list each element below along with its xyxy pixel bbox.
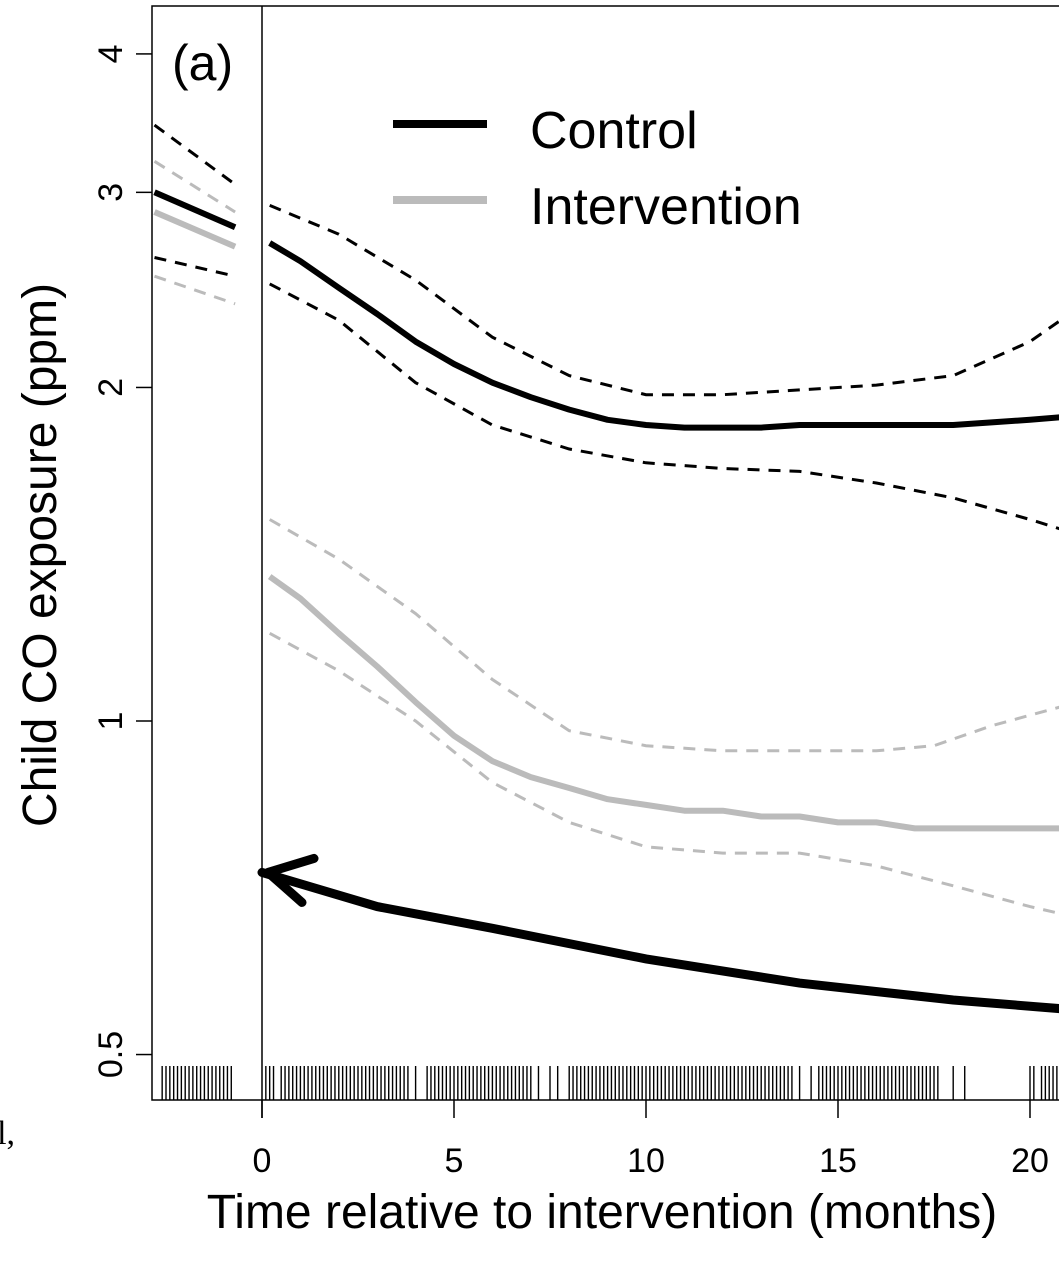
- intervention-pre-ci-upper-line: [153, 160, 236, 214]
- x-axis: 0 5 10 15 20: [253, 1100, 1049, 1180]
- panel-label: (a): [172, 35, 233, 91]
- legend-label-intervention: Intervention: [530, 178, 802, 236]
- legend-label-control: Control: [530, 102, 698, 160]
- y-axis-title: Child CO exposure (ppm): [14, 283, 67, 827]
- intervention-ci-upper-line: [268, 518, 1059, 753]
- x-axis-title: Time relative to intervention (months): [207, 1186, 998, 1239]
- control-ci-upper-line: [269, 204, 1059, 397]
- plot-frame: [151, 5, 1059, 1101]
- intervention-pre-line: [153, 209, 237, 250]
- legend: Control Intervention: [393, 102, 802, 236]
- y-axis: 0.5 1 2 3 4: [92, 44, 152, 1078]
- side-text-fragment: al,: [0, 1115, 15, 1152]
- annotation-arrow: [257, 853, 1059, 1014]
- y-tick-label-3: 3: [92, 183, 130, 202]
- control-ci-lower-line: [269, 282, 1059, 531]
- x-tick-label-0: 0: [253, 1142, 272, 1180]
- control-post-line: [268, 240, 1059, 431]
- y-tick-label-1: 1: [92, 712, 130, 731]
- intervention-post-line: [267, 574, 1059, 832]
- y-tick-label-4: 4: [92, 44, 130, 63]
- control-pre-line: [153, 189, 237, 231]
- control-pre-ci-upper-line: [153, 123, 236, 186]
- x-tick-label-20: 20: [1011, 1142, 1049, 1180]
- intervention-ci-lower-line: [268, 631, 1059, 915]
- y-tick-label-2: 2: [92, 378, 130, 397]
- annotation-arrow-shaft: [257, 867, 1059, 1014]
- intervention-pre-ci-lower-line: [154, 274, 236, 306]
- x-tick-label-10: 10: [627, 1142, 665, 1180]
- series-layer: [153, 123, 1059, 915]
- annotation-arrow-head: [263, 853, 319, 907]
- rug-plot: [161, 1066, 1058, 1100]
- y-tick-label-0.5: 0.5: [92, 1031, 130, 1078]
- control-pre-ci-lower-line: [154, 256, 236, 278]
- x-tick-label-15: 15: [819, 1142, 857, 1180]
- x-tick-label-5: 5: [445, 1142, 464, 1180]
